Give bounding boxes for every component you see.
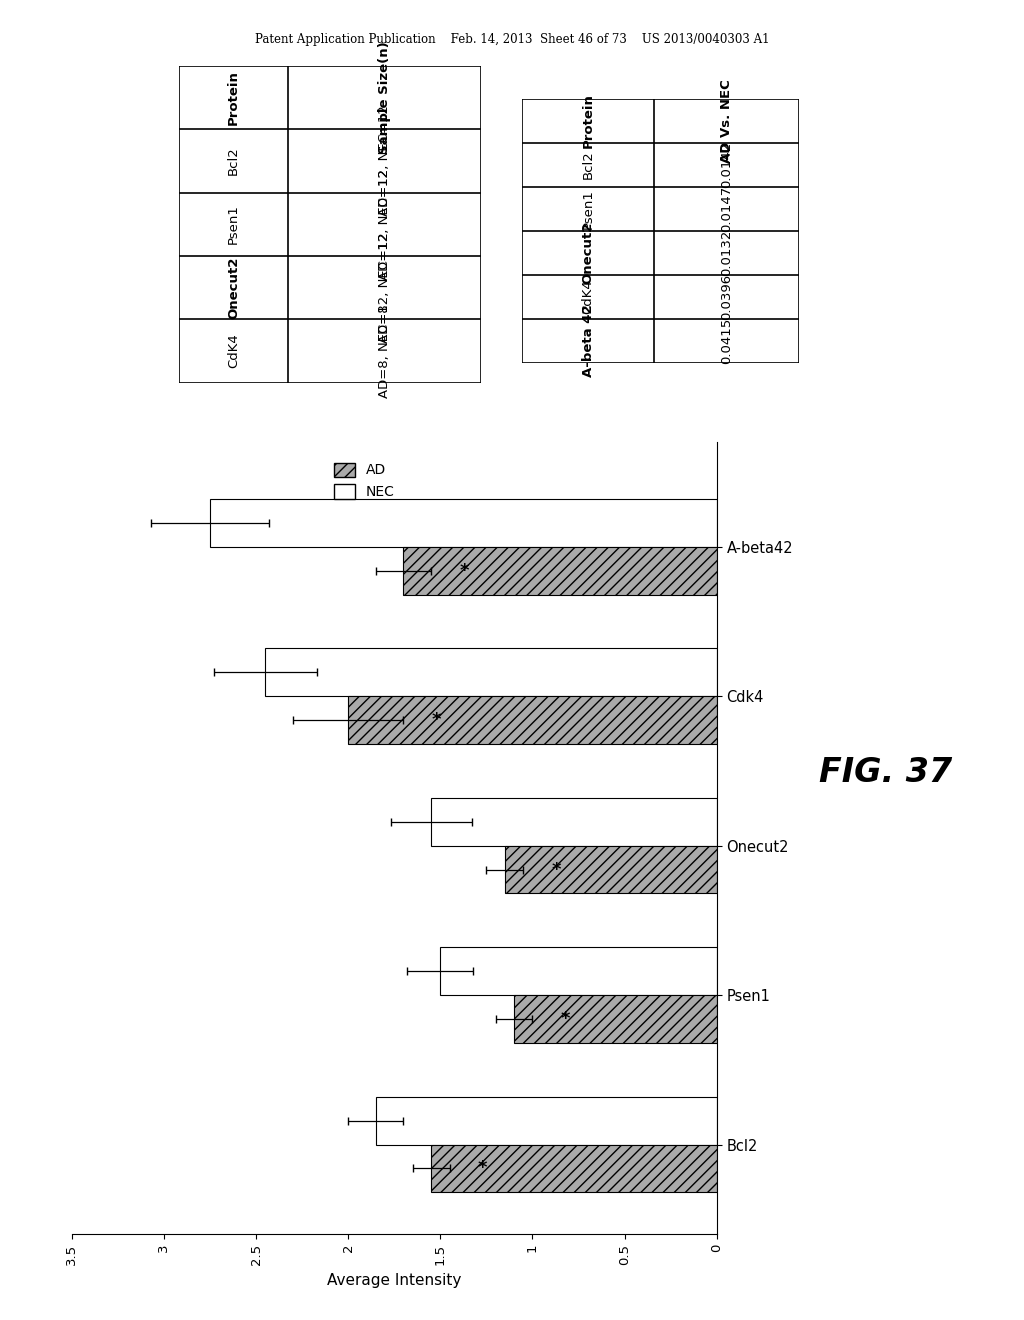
Text: *: * <box>561 1010 570 1028</box>
Text: AD=12, NEC=12: AD=12, NEC=12 <box>378 106 391 216</box>
Text: AD Vs. NEC: AD Vs. NEC <box>720 79 733 162</box>
Bar <box>348 696 717 744</box>
Bar <box>403 546 717 594</box>
Text: Bcl2: Bcl2 <box>227 147 240 176</box>
X-axis label: Average Intensity: Average Intensity <box>327 1274 462 1288</box>
Text: Psen1: Psen1 <box>227 205 240 244</box>
Text: *: * <box>478 1159 487 1177</box>
Text: Onecut2: Onecut2 <box>582 222 595 284</box>
Bar <box>210 499 717 546</box>
Text: CdK4: CdK4 <box>582 280 595 314</box>
Bar <box>505 846 717 894</box>
Text: Patent Application Publication    Feb. 14, 2013  Sheet 46 of 73    US 2013/00403: Patent Application Publication Feb. 14, … <box>255 33 769 46</box>
Text: CdK4: CdK4 <box>227 334 240 368</box>
Bar <box>514 995 717 1043</box>
Text: 0.0415: 0.0415 <box>720 318 733 364</box>
Legend: AD, NEC: AD, NEC <box>329 457 400 504</box>
Text: AD=12, NEC=12: AD=12, NEC=12 <box>378 232 391 343</box>
Bar <box>431 797 717 846</box>
Text: AD=12, NEC=12: AD=12, NEC=12 <box>378 169 391 280</box>
Text: AD=8, NEC=8: AD=8, NEC=8 <box>378 305 391 397</box>
Text: 0.0396: 0.0396 <box>720 275 733 319</box>
Text: 0.0142: 0.0142 <box>720 141 733 189</box>
Text: Bcl2: Bcl2 <box>582 150 595 180</box>
Text: *: * <box>460 562 469 579</box>
Bar <box>440 948 717 995</box>
Text: 0.0147: 0.0147 <box>720 186 733 232</box>
Bar <box>431 1144 717 1192</box>
Text: Protein: Protein <box>582 94 595 148</box>
Text: *: * <box>552 861 561 879</box>
Bar <box>265 648 717 696</box>
Text: Onecut2: Onecut2 <box>227 256 240 319</box>
Text: 0.0132: 0.0132 <box>720 230 733 276</box>
Bar <box>376 1097 717 1144</box>
Text: Psen1: Psen1 <box>582 189 595 228</box>
Text: Sample Size(n): Sample Size(n) <box>378 41 391 154</box>
Text: Protein: Protein <box>227 70 240 125</box>
Text: FIG. 37: FIG. 37 <box>819 755 952 789</box>
Text: A-beta 42: A-beta 42 <box>582 305 595 378</box>
Text: *: * <box>432 711 441 729</box>
